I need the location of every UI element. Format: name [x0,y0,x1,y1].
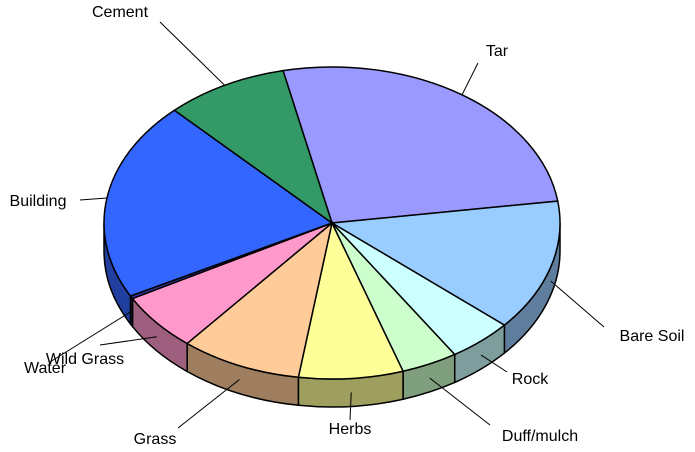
slice-label: Bare Soil [620,328,685,345]
leader-line [159,21,226,86]
slice-label: Grass [134,431,177,448]
leader-line [429,377,491,426]
slice-label: Rock [512,371,549,388]
leader-line [99,336,157,346]
slice-label: Tar [486,43,509,60]
slice-label: Building [10,193,67,210]
slice-label: Cement [92,4,149,21]
slice-label: Duff/mulch [502,428,578,445]
slice-label: Water [24,360,67,377]
slice [185,221,334,379]
slice [329,200,561,327]
slice-label: Wild Grass [46,351,124,368]
leader-line [480,354,508,373]
leader-line [349,392,352,421]
leader-line [461,62,479,96]
leader-line [79,197,107,201]
leader-line [177,379,240,429]
leader-line [49,310,132,363]
slice [297,220,405,380]
slice-label: Herbs [329,421,372,438]
leader-line [550,280,605,328]
